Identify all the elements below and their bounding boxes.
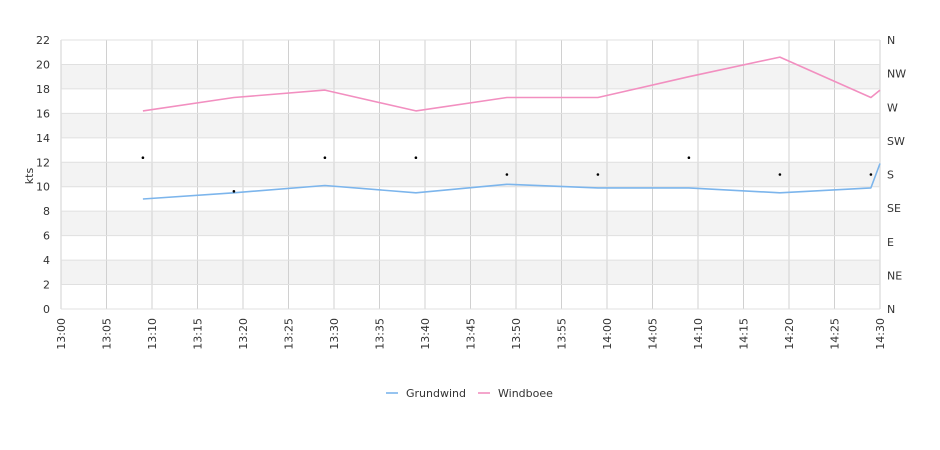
direction-marker <box>778 173 782 176</box>
x-tick-label: 14:15 <box>738 318 751 350</box>
x-tick-label: 13:30 <box>328 318 341 350</box>
direction-marker <box>505 173 509 176</box>
direction-marker <box>141 156 145 159</box>
y-tick-label: 20 <box>36 58 50 71</box>
direction-marker <box>869 173 873 176</box>
x-tick-label: 13:35 <box>374 318 387 350</box>
y2-tick-label: S <box>887 169 894 182</box>
y-tick-label: 22 <box>36 34 50 47</box>
x-tick-label: 13:10 <box>146 318 159 350</box>
x-tick-label: 13:45 <box>465 318 478 350</box>
y-axis-label: kts <box>23 168 36 185</box>
y-tick-label: 10 <box>36 181 50 194</box>
x-tick-label: 13:15 <box>192 318 205 350</box>
y2-axis-ticks: N NE E SE S SW W NW N <box>887 34 906 316</box>
direction-marker <box>687 156 691 159</box>
legend: Grundwind Windboee <box>386 387 553 400</box>
x-tick-label: 13:05 <box>101 318 114 350</box>
y-axis-ticks: 0 2 4 6 8 10 12 14 16 18 20 22 <box>36 34 50 316</box>
x-tick-label: 13:25 <box>283 318 296 350</box>
x-tick-label: 13:55 <box>556 318 569 350</box>
x-tick-label: 14:20 <box>783 318 796 350</box>
direction-markers <box>141 156 873 193</box>
direction-marker <box>596 173 600 176</box>
x-tick-label: 14:05 <box>647 318 660 350</box>
direction-marker <box>232 190 236 193</box>
y2-tick-label: E <box>887 236 894 249</box>
x-tick-label: 14:10 <box>692 318 705 350</box>
y-tick-label: 16 <box>36 107 50 120</box>
y-tick-label: 0 <box>43 303 50 316</box>
series-line <box>142 163 881 200</box>
x-axis-ticks: 13:00 13:05 13:10 13:15 13:20 13:25 13:30 13:35… <box>55 318 887 350</box>
y-tick-label: 2 <box>43 279 50 292</box>
y2-tick-label: SW <box>887 135 905 148</box>
y-tick-label: 8 <box>43 205 50 218</box>
y2-tick-label: N <box>887 34 895 47</box>
legend-label: Grundwind <box>406 387 466 400</box>
direction-marker <box>414 156 418 159</box>
y-tick-label: 18 <box>36 83 50 96</box>
y2-tick-label: NW <box>887 68 906 81</box>
x-tick-label: 13:40 <box>419 318 432 350</box>
x-tick-label: 13:00 <box>55 318 68 350</box>
y-tick-label: 6 <box>43 230 50 243</box>
vertical-gridlines <box>60 40 881 309</box>
y2-tick-label: NE <box>887 269 902 282</box>
x-tick-label: 13:20 <box>237 318 250 350</box>
y-tick-label: 4 <box>43 254 50 267</box>
x-tick-label: 14:30 <box>874 318 887 350</box>
x-tick-label: 13:50 <box>510 318 523 350</box>
y-tick-label: 12 <box>36 156 50 169</box>
legend-label: Windboee <box>498 387 553 400</box>
series-line <box>142 56 881 112</box>
direction-marker <box>323 156 327 159</box>
y-tick-label: 14 <box>36 132 50 145</box>
x-tick-label: 14:25 <box>829 318 842 350</box>
y2-tick-label: N <box>887 303 895 316</box>
y2-tick-label: W <box>887 101 898 114</box>
x-tick-label: 14:00 <box>601 318 614 350</box>
series-lines <box>142 56 881 200</box>
y2-tick-label: SE <box>887 202 901 215</box>
